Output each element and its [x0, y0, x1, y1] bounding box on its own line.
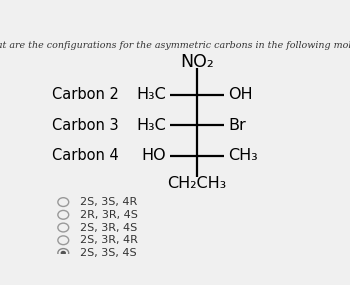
Text: 2R, 3R, 4S: 2R, 3R, 4S	[80, 210, 138, 220]
Text: Br: Br	[228, 118, 246, 133]
Text: H₃C: H₃C	[136, 87, 166, 102]
Text: 2S, 3S, 4S: 2S, 3S, 4S	[80, 248, 137, 258]
Text: NO₂: NO₂	[180, 53, 214, 71]
Text: OH: OH	[228, 87, 253, 102]
Text: 2S, 3S, 4R: 2S, 3S, 4R	[80, 197, 138, 207]
Text: 2S, 3R, 4R: 2S, 3R, 4R	[80, 235, 138, 245]
Text: Carbon 3: Carbon 3	[52, 118, 119, 133]
Text: H₃C: H₃C	[136, 118, 166, 133]
Text: Carbon 4: Carbon 4	[52, 148, 119, 164]
Text: Carbon 2: Carbon 2	[52, 87, 119, 102]
Text: CH₃: CH₃	[228, 148, 258, 164]
Text: 2S, 3R, 4S: 2S, 3R, 4S	[80, 223, 138, 233]
Text: HO: HO	[141, 148, 166, 164]
Text: CH₂CH₃: CH₂CH₃	[167, 176, 227, 191]
Text: What are the configurations for the asymmetric carbons in the following molecule: What are the configurations for the asym…	[0, 41, 350, 50]
Circle shape	[61, 251, 66, 255]
